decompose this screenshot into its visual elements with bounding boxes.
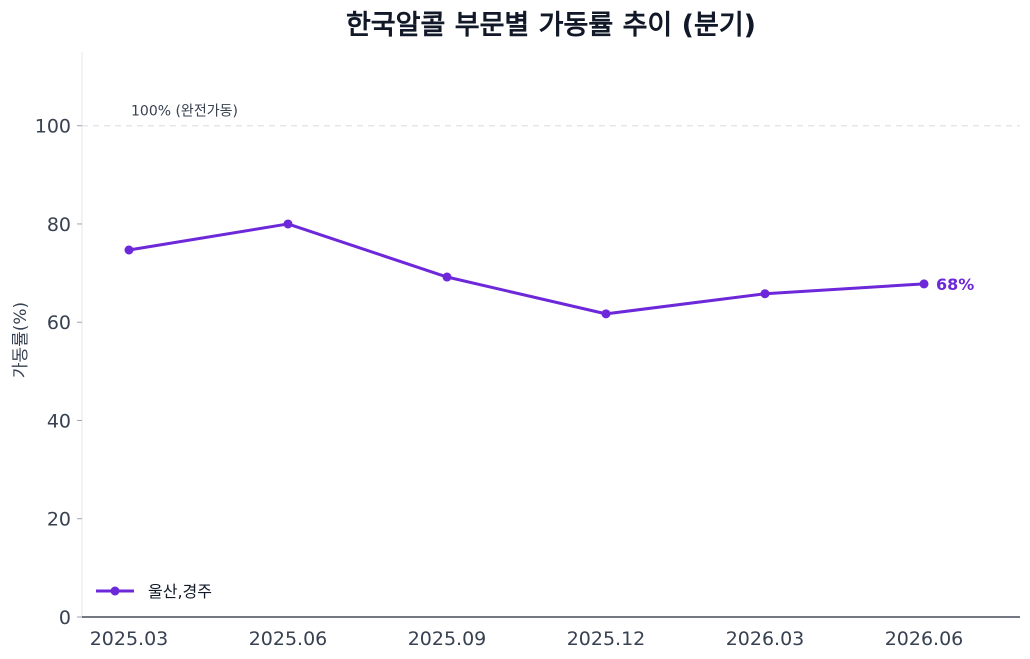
reference-line-label: 100% (완전가동) xyxy=(131,104,238,120)
axes xyxy=(81,52,1020,618)
series-end-label: 68% xyxy=(936,275,974,294)
x-tick-label: 2026.06 xyxy=(885,628,964,650)
data-point xyxy=(283,219,293,229)
chart-title: 한국알콜 부문별 가동률 추이 (분기) xyxy=(346,10,756,41)
data-point xyxy=(760,289,770,299)
y-tick-labels: 0 20 40 60 80 100 xyxy=(35,116,82,629)
data-point xyxy=(919,279,929,289)
x-tick-label: 2025.09 xyxy=(408,628,487,650)
legend-marker xyxy=(110,586,120,596)
y-tick-label: 100 xyxy=(35,116,71,138)
x-tick-label: 2025.12 xyxy=(567,628,646,650)
y-axis-title: 가동률(%) xyxy=(11,302,31,378)
x-tick-label: 2025.03 xyxy=(90,628,169,650)
x-tick-labels: 2025.03 2025.06 2025.09 2025.12 2026.03 2026.… xyxy=(90,628,964,650)
x-tick-label: 2025.06 xyxy=(249,628,328,650)
y-tick-label: 40 xyxy=(47,410,71,432)
reference-line-group: 100% (완전가동) xyxy=(82,104,1020,127)
y-tick-label: 0 xyxy=(59,607,71,629)
y-tick-label: 60 xyxy=(47,312,71,334)
legend-label: 울산,경주 xyxy=(148,582,212,601)
data-point xyxy=(601,309,611,319)
series-layer xyxy=(124,219,929,319)
y-tick-label: 80 xyxy=(47,214,71,236)
data-point xyxy=(124,245,134,255)
data-point xyxy=(442,272,452,282)
x-tick-label: 2026.03 xyxy=(726,628,805,650)
y-tick-label: 20 xyxy=(47,509,71,531)
series-line xyxy=(127,222,926,316)
legend: 울산,경주 xyxy=(96,582,212,601)
